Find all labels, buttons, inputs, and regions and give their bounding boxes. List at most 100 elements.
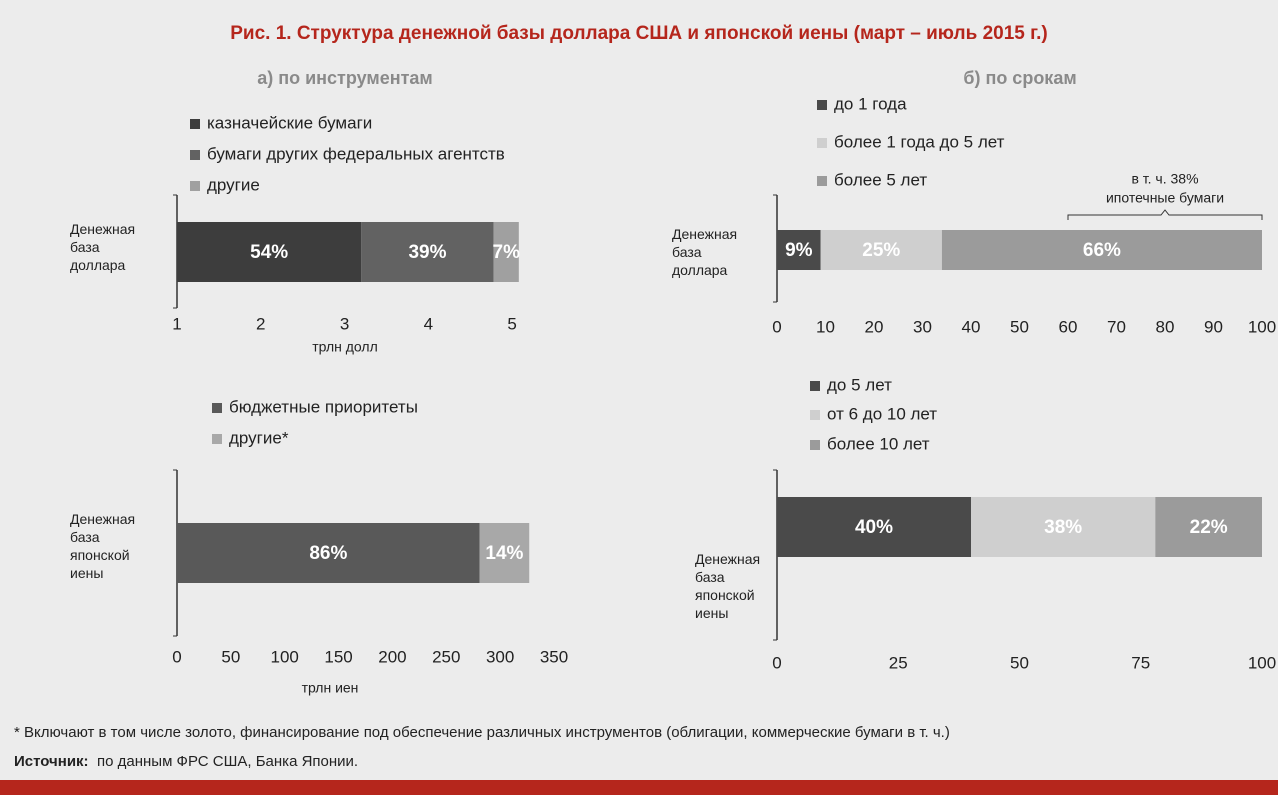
x-tick-label: 10 bbox=[816, 317, 835, 336]
value-label: 66% bbox=[1083, 240, 1121, 261]
legend-label: более 5 лет bbox=[834, 170, 927, 189]
x-tick-label: 300 bbox=[486, 647, 514, 666]
x-tick-label: 350 bbox=[540, 647, 568, 666]
x-tick-label: 60 bbox=[1059, 317, 1078, 336]
chart-subtitle: а) по инструментам bbox=[257, 68, 433, 88]
x-tick-label: 50 bbox=[1010, 317, 1029, 336]
bar-segment bbox=[177, 222, 362, 282]
category-line: Денежная bbox=[695, 551, 760, 567]
x-tick-label: 0 bbox=[172, 647, 181, 666]
x-tick-label: 100 bbox=[1248, 317, 1276, 336]
value-label: 7% bbox=[493, 242, 521, 263]
value-label: 39% bbox=[408, 242, 446, 263]
value-label: 40% bbox=[855, 517, 893, 538]
category-line: доллара bbox=[70, 257, 126, 273]
legend-label: более 1 года до 5 лет bbox=[834, 132, 1005, 151]
value-label: 54% bbox=[250, 242, 288, 263]
bar-segment bbox=[493, 222, 519, 282]
x-tick-label: 50 bbox=[221, 647, 240, 666]
category-line: иены bbox=[70, 565, 103, 581]
legend-label: более 10 лет bbox=[827, 434, 930, 453]
source-text: по данным ФРС США, Банка Японии. bbox=[97, 753, 358, 770]
x-tick-label: 0 bbox=[772, 317, 781, 336]
category-line: Денежная bbox=[672, 226, 737, 242]
annotation-text: в т. ч. 38% bbox=[1131, 171, 1198, 187]
bar-segment bbox=[361, 222, 494, 282]
category-line: японской bbox=[70, 547, 130, 563]
legend-swatch bbox=[212, 403, 222, 413]
legend-swatch bbox=[817, 100, 827, 110]
legend-swatch bbox=[817, 176, 827, 186]
legend-swatch bbox=[190, 119, 200, 129]
value-label: 14% bbox=[485, 543, 523, 564]
legend-swatch bbox=[817, 138, 827, 148]
bar-segment bbox=[1155, 497, 1262, 557]
legend-label: от 6 до 10 лет bbox=[827, 404, 937, 423]
legend-label: бумаги других федеральных агентств bbox=[207, 144, 505, 163]
category-label: Денежная база японской иены bbox=[70, 511, 135, 581]
legend-swatch bbox=[190, 181, 200, 191]
bar-segment bbox=[777, 497, 971, 557]
legend-swatch bbox=[212, 434, 222, 444]
x-tick-label: 100 bbox=[1248, 653, 1276, 672]
annotation-text: ипотечные бумаги bbox=[1106, 190, 1224, 206]
legend-swatch bbox=[810, 410, 820, 420]
legend-label: другие* bbox=[229, 428, 289, 447]
x-tick-label: 150 bbox=[324, 647, 352, 666]
value-label: 25% bbox=[862, 240, 900, 261]
footnote: * Включают в том числе золото, финансиро… bbox=[14, 724, 950, 741]
x-tick-label: 1 bbox=[172, 314, 181, 333]
x-tick-label: 25 bbox=[889, 653, 908, 672]
x-tick-label: 100 bbox=[271, 647, 299, 666]
value-label: 22% bbox=[1190, 517, 1228, 538]
category-line: японской bbox=[695, 587, 755, 603]
legend-label: казначейские бумаги bbox=[207, 113, 372, 132]
x-axis-label: трлн долл bbox=[312, 339, 378, 355]
x-tick-label: 30 bbox=[913, 317, 932, 336]
x-tick-label: 200 bbox=[378, 647, 406, 666]
category-line: доллара bbox=[672, 262, 728, 278]
x-axis-label: трлн иен bbox=[302, 680, 359, 696]
x-tick-label: 20 bbox=[865, 317, 884, 336]
category-line: иены bbox=[695, 605, 728, 621]
bar-segment bbox=[479, 523, 530, 583]
legend-swatch bbox=[810, 381, 820, 391]
x-tick-label: 75 bbox=[1131, 653, 1150, 672]
category-line: Денежная bbox=[70, 221, 135, 237]
bar-segment bbox=[971, 497, 1156, 557]
category-line: база bbox=[695, 569, 725, 585]
value-label: 9% bbox=[785, 240, 813, 261]
x-tick-label: 2 bbox=[256, 314, 265, 333]
footer-band bbox=[0, 780, 1278, 795]
x-tick-label: 3 bbox=[340, 314, 349, 333]
legend-label: до 1 года bbox=[834, 94, 907, 113]
x-tick-label: 0 bbox=[772, 653, 781, 672]
category-line: база bbox=[672, 244, 702, 260]
x-tick-label: 80 bbox=[1156, 317, 1175, 336]
legend-label: бюджетные приоритеты bbox=[229, 397, 418, 416]
bar-segment bbox=[777, 230, 821, 270]
bar-segment bbox=[820, 230, 942, 270]
legend-label: другие bbox=[207, 175, 260, 194]
x-tick-label: 90 bbox=[1204, 317, 1223, 336]
category-label: Денежная база доллара bbox=[672, 226, 737, 278]
category-line: Денежная bbox=[70, 511, 135, 527]
x-tick-label: 40 bbox=[962, 317, 981, 336]
x-tick-label: 50 bbox=[1010, 653, 1029, 672]
value-label: 86% bbox=[309, 543, 347, 564]
x-tick-label: 5 bbox=[507, 314, 516, 333]
x-tick-label: 250 bbox=[432, 647, 460, 666]
legend-label: до 5 лет bbox=[827, 375, 892, 394]
figure-title: Рис. 1. Структура денежной базы доллара … bbox=[230, 23, 1048, 44]
legend-swatch bbox=[810, 440, 820, 450]
category-label: Денежная база доллара bbox=[70, 221, 135, 273]
x-tick-label: 4 bbox=[424, 314, 433, 333]
source-label: Источник: bbox=[14, 753, 89, 770]
bar-segment bbox=[941, 230, 1262, 270]
chart-subtitle: б) по срокам bbox=[963, 68, 1076, 88]
bar-segment bbox=[177, 523, 480, 583]
value-label: 38% bbox=[1044, 517, 1082, 538]
category-line: база bbox=[70, 529, 100, 545]
